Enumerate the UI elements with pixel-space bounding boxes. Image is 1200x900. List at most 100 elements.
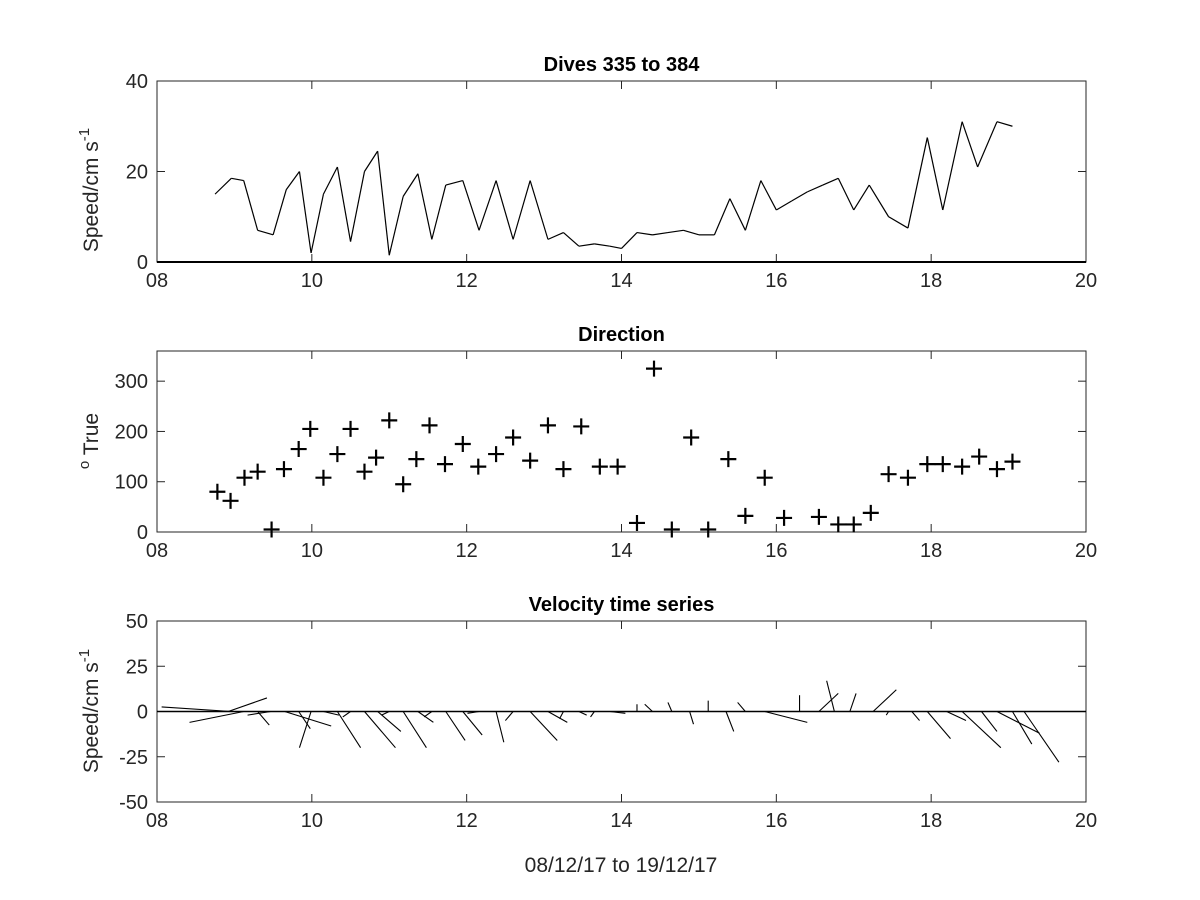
- direction-marker: [454, 436, 471, 453]
- velocity-stick: [961, 711, 1002, 749]
- speed-line-segment: [667, 229, 684, 234]
- direction-marker: [971, 448, 988, 465]
- direction-marker: [315, 469, 332, 486]
- y-axis-label: o True: [76, 413, 103, 469]
- x-tick-label: 18: [920, 540, 942, 562]
- speed-line-segment: [243, 180, 259, 231]
- direction-marker: [899, 469, 916, 486]
- velocity-stick: [161, 706, 232, 713]
- velocity-stick: [298, 711, 311, 730]
- velocity-stick: [495, 711, 505, 743]
- velocity-stick: [946, 711, 967, 722]
- velocity-stick: [559, 711, 564, 719]
- y-tick-label: 0: [137, 252, 148, 274]
- direction-marker: [756, 469, 773, 486]
- speed-line-segment: [547, 232, 564, 240]
- direction-marker: [421, 417, 438, 434]
- speed-line-segment: [853, 184, 870, 211]
- speed-line-segment: [495, 180, 514, 240]
- velocity-stick: [926, 711, 951, 740]
- speed-line-segment: [445, 179, 463, 186]
- speed-line-segment: [868, 184, 890, 218]
- velocity-stick: [467, 710, 480, 714]
- direction-marker: [954, 458, 971, 475]
- speed-line-segment: [744, 180, 762, 231]
- direction-marker: [329, 446, 346, 463]
- velocity-stick: [547, 711, 568, 723]
- direction-marker: [555, 461, 572, 478]
- y-tick-label: 50: [126, 611, 148, 633]
- velocity-stick: [381, 711, 390, 716]
- direction-marker: [776, 509, 793, 526]
- x-tick-label: 12: [456, 270, 478, 292]
- x-tick-label: 12: [456, 810, 478, 832]
- velocity-stick: [504, 711, 514, 721]
- speed-line-segment: [977, 121, 998, 168]
- chart-panel-3: Velocity time series 08 10 12 14 16 18 20 -50 -25…: [76, 594, 1097, 832]
- x-tick-label: 14: [610, 270, 632, 292]
- x-tick-label: 08: [146, 810, 168, 832]
- y-tick-label: 25: [126, 656, 148, 678]
- velocity-stick: [364, 711, 396, 749]
- velocity-stick: [911, 711, 920, 721]
- speed-line-segment: [431, 184, 447, 240]
- x-tick-label: 12: [456, 540, 478, 562]
- velocity-stick: [298, 711, 312, 748]
- y-axis-label: Speed/cm s-1: [76, 128, 103, 252]
- direction-marker: [368, 449, 385, 466]
- speed-line-segment: [462, 180, 480, 231]
- velocity-stick: [445, 711, 466, 741]
- speed-line-segment: [478, 180, 497, 231]
- x-tick-label: 20: [1075, 270, 1097, 292]
- speed-line-segment: [729, 198, 746, 231]
- speed-line-segment: [996, 121, 1013, 127]
- speed-line-segment: [926, 137, 944, 211]
- chart-title: Direction: [578, 324, 665, 346]
- speed-line-segment: [336, 166, 352, 242]
- velocity-stick: [818, 692, 839, 712]
- velocity-stick: [342, 711, 351, 718]
- velocity-stick: [689, 711, 695, 725]
- y-tick-label: 0: [137, 522, 148, 544]
- direction-marker: [275, 461, 292, 478]
- direction-marker: [539, 417, 556, 434]
- velocity-stick: [247, 710, 271, 716]
- speed-line-segment: [621, 232, 638, 249]
- speed-line-segment: [907, 137, 928, 229]
- speed-line-segment: [776, 200, 793, 211]
- direction-marker: [700, 521, 717, 538]
- chart-panel-1: Dives 335 to 384 08 10 12 14 16 18 20 0 20 40 Speed…: [76, 54, 1097, 292]
- y-tick-label: 40: [126, 71, 148, 93]
- speed-line-segment: [578, 243, 595, 247]
- velocity-stick: [849, 693, 857, 712]
- velocity-stick: [737, 702, 746, 712]
- y-tick-label: 300: [115, 371, 148, 393]
- axes-box: [156, 350, 1087, 533]
- speed-line-segment: [822, 177, 839, 186]
- direction-marker: [845, 516, 862, 533]
- y-tick-label: 20: [126, 162, 148, 184]
- x-tick-label: 20: [1075, 540, 1097, 562]
- speed-line-segment: [388, 196, 404, 256]
- velocity-stick: [336, 711, 362, 748]
- velocity-stick: [725, 711, 735, 732]
- direction-marker: [862, 504, 879, 521]
- speed-line-segment: [322, 166, 338, 195]
- direction-marker: [209, 483, 226, 500]
- direction-marker: [934, 456, 951, 473]
- x-tick-label: 16: [765, 540, 787, 562]
- velocity-stick: [1011, 711, 1033, 745]
- x-tick-label: 20: [1075, 810, 1097, 832]
- speed-line-segment: [349, 171, 366, 242]
- direction-marker: [628, 514, 645, 531]
- speed-line-segment: [683, 229, 700, 236]
- speed-line-segment: [214, 177, 232, 195]
- speed-line-segment: [563, 232, 580, 247]
- direction-marker: [436, 456, 453, 473]
- speed-line-segment: [760, 180, 777, 211]
- speed-line-segment: [363, 150, 379, 172]
- direction-marker: [408, 451, 425, 468]
- direction-marker: [488, 446, 505, 463]
- x-tick-label: 10: [301, 810, 323, 832]
- velocity-stick: [423, 711, 433, 718]
